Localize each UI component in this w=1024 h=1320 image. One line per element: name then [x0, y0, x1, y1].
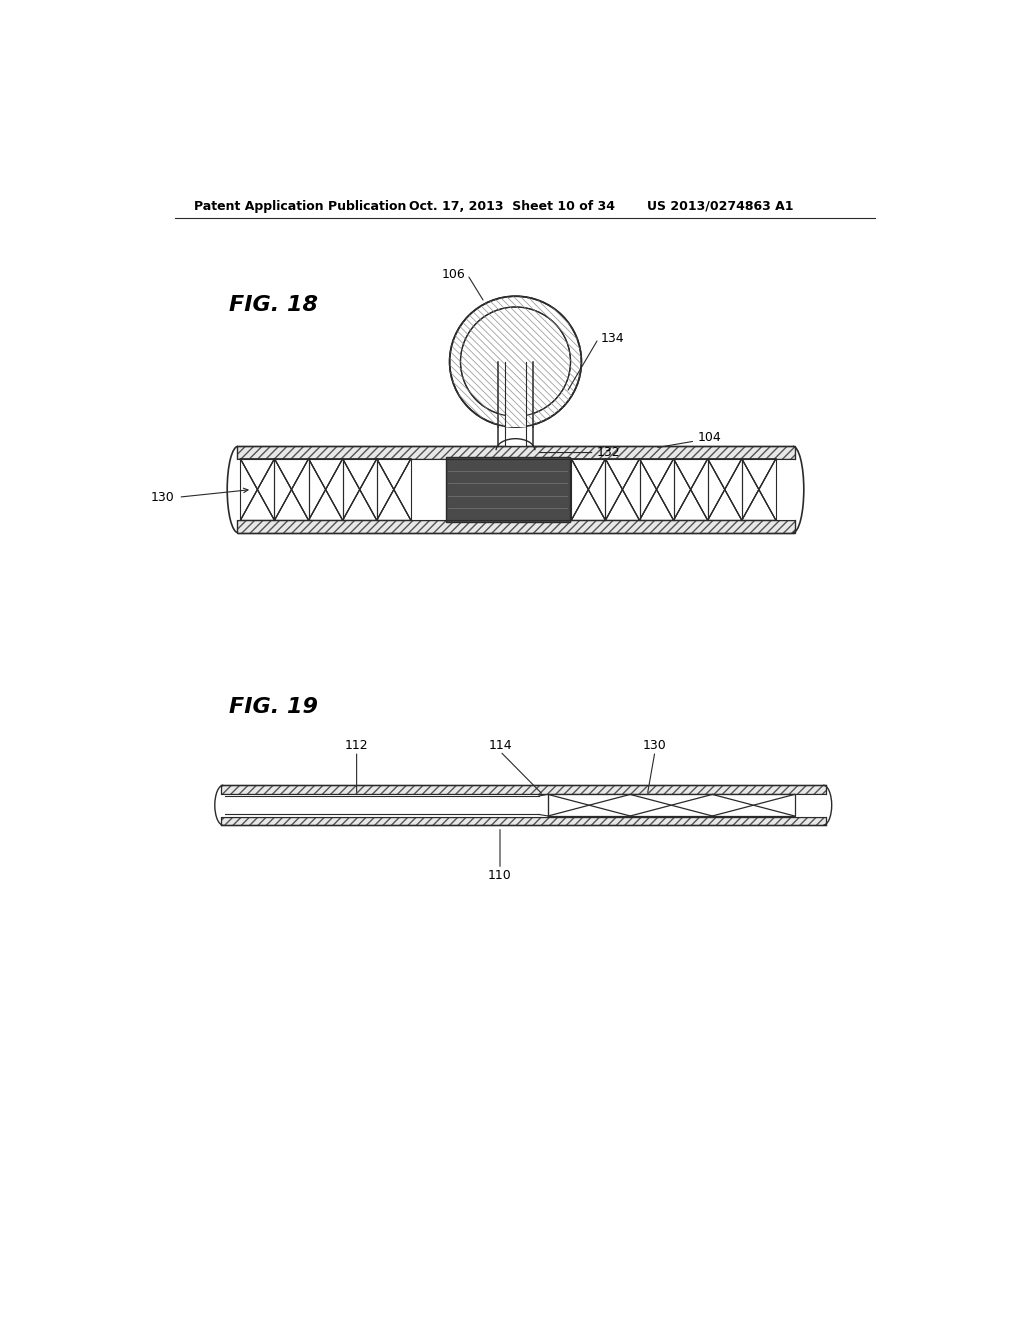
Bar: [221, 785, 825, 793]
Circle shape: [461, 308, 570, 416]
Bar: [497, 362, 535, 442]
Bar: [548, 795, 795, 816]
Text: 104: 104: [697, 430, 721, 444]
Text: 112: 112: [345, 739, 369, 751]
Text: 130: 130: [151, 491, 174, 504]
Text: 132: 132: [597, 446, 621, 459]
Bar: [225, 797, 539, 813]
Text: FIG. 19: FIG. 19: [228, 697, 317, 717]
Text: 130: 130: [643, 739, 667, 751]
Bar: [221, 793, 825, 817]
Text: FIG. 18: FIG. 18: [228, 296, 317, 315]
Text: 110: 110: [488, 869, 512, 882]
Text: Oct. 17, 2013  Sheet 10 of 34: Oct. 17, 2013 Sheet 10 of 34: [409, 199, 614, 213]
Text: 134: 134: [601, 333, 625, 345]
Text: Patent Application Publication: Patent Application Publication: [194, 199, 407, 213]
Bar: [221, 817, 825, 825]
Circle shape: [450, 296, 582, 428]
Bar: [221, 785, 825, 825]
Text: 106: 106: [441, 268, 465, 281]
Bar: [221, 785, 825, 793]
Bar: [221, 817, 825, 825]
Bar: [237, 520, 795, 533]
Bar: [445, 457, 569, 521]
Bar: [237, 446, 795, 459]
Text: 114: 114: [488, 739, 512, 751]
Bar: [506, 362, 525, 428]
Bar: [506, 428, 525, 446]
Bar: [237, 520, 795, 533]
Bar: [237, 459, 795, 520]
Bar: [237, 446, 795, 459]
Text: US 2013/0274863 A1: US 2013/0274863 A1: [647, 199, 794, 213]
